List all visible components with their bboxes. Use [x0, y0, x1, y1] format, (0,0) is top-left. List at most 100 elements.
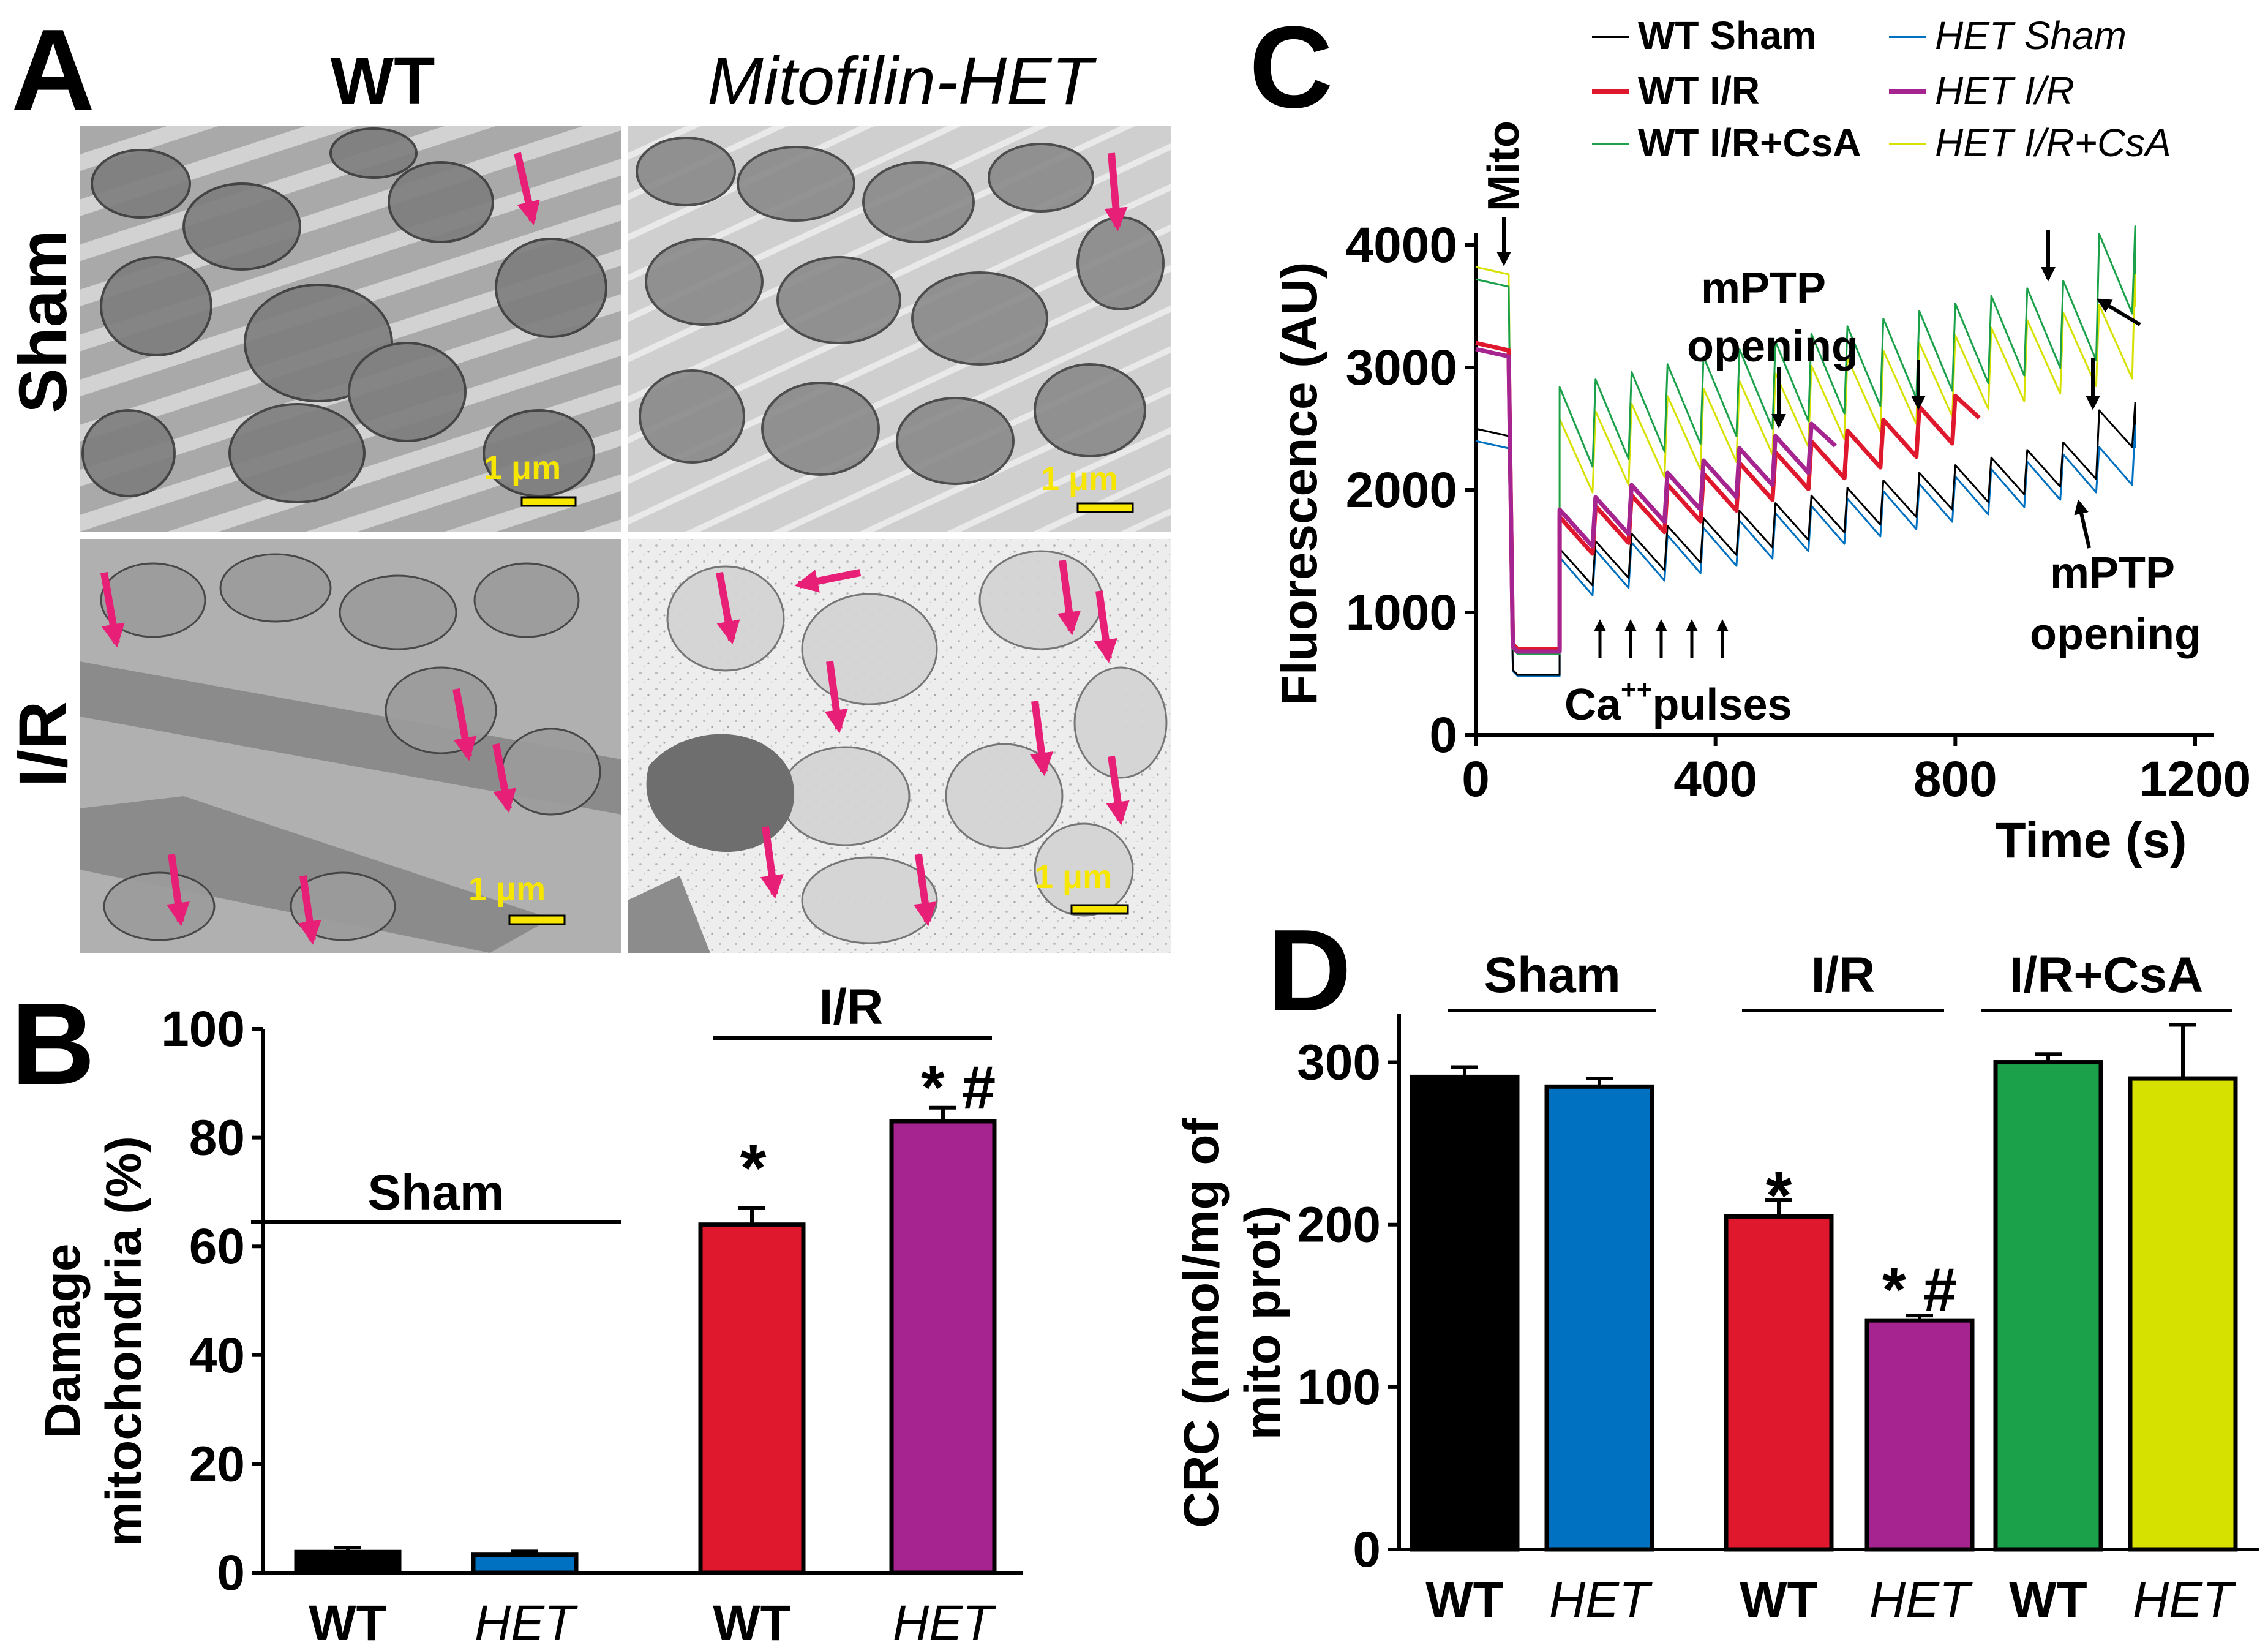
em-arrow: [1057, 560, 1081, 636]
x-tick-label-1: HET: [1549, 1572, 1653, 1628]
y-tick-label: 40: [189, 1328, 245, 1383]
mptp-bottom-line1: mPTP: [2050, 549, 2175, 598]
em-arrow: [298, 875, 321, 945]
panel-d-axes: 0 100 200 300: [1297, 1014, 2259, 1578]
sham-group-label: Sham: [367, 1165, 504, 1221]
sig-marker-het: * #: [1882, 1255, 1957, 1324]
em-arrow: [1094, 590, 1117, 663]
jump-arrow-het-csa: [2096, 298, 2141, 326]
panel-d-bars: [1410, 1023, 2238, 1552]
panel-c-xlabel: Time (s): [1996, 813, 2187, 868]
legend-label-0: WT Sham: [1638, 13, 1817, 58]
em-image-wt-sham: 1 μm: [80, 126, 621, 532]
panel-a-label: A: [11, 6, 95, 135]
bar-0: [1410, 1074, 1520, 1552]
sig-marker-het: * #: [921, 1053, 996, 1122]
sham-group-label: Sham: [1484, 947, 1620, 1003]
scale-label: 1 μm: [1035, 859, 1112, 895]
mptp-bottom-line2: opening: [2030, 610, 2201, 659]
panel-b-ylabel-line2: mitochondria (%): [96, 1136, 152, 1546]
y-tick-label: 4000: [1346, 217, 1457, 273]
panel-c-legend: WT Sham WT I/R WT I/R+CsA HET Sham HET I/R HE…: [1592, 13, 2171, 165]
scale-bar: [508, 914, 566, 925]
panel-b-bars: [294, 1105, 997, 1575]
scale-label: 1 μm: [1041, 461, 1118, 497]
panel-c-label: C: [1249, 2, 1333, 132]
x-tick-label: 800: [1913, 751, 1997, 807]
bar-1: [471, 1552, 579, 1575]
scale-label: 1 μm: [468, 871, 546, 908]
scale-bar: [520, 496, 577, 507]
em-image-het-sham: 1 μm: [628, 126, 1171, 532]
x-tick-label-3: HET: [1869, 1572, 1973, 1628]
ca-pulses-label: Ca++pulses: [1564, 675, 1792, 729]
em-image-het-ir: 1 μm: [628, 539, 1171, 953]
bar-0: [294, 1549, 402, 1575]
em-arrow: [1029, 701, 1054, 777]
y-tick-label: 1000: [1346, 585, 1457, 641]
y-tick-label: 2000: [1346, 462, 1457, 518]
em-arrow: [100, 571, 125, 648]
trace-het-i-r-csa: [1475, 262, 2136, 652]
x-tick-label-2: WT: [1740, 1572, 1817, 1628]
bar-4: [1993, 1060, 2103, 1552]
em-arrow: [824, 661, 848, 734]
em-arrow: [1106, 756, 1130, 826]
sig-marker-wt: *: [740, 1131, 767, 1206]
ir-group-label: I/R: [819, 979, 884, 1035]
trace-wt-sham: [1475, 402, 2136, 676]
x-tick-label: 0: [1462, 751, 1490, 807]
trace-wt-i-r: [1475, 341, 1981, 652]
y-tick-label: 80: [189, 1110, 245, 1166]
panel-b-label: B: [11, 979, 95, 1109]
em-arrow: [794, 569, 862, 593]
col-header-het: Mitofilin-HET: [707, 43, 1097, 119]
x-tick-label-4: WT: [2009, 1572, 2087, 1628]
ir-group-label: I/R: [1811, 947, 1876, 1003]
row-header-ir: I/R: [6, 701, 81, 788]
panel-d-label: D: [1267, 906, 1351, 1036]
em-arrow: [452, 688, 477, 761]
x-tick-label-0: WT: [309, 1595, 386, 1648]
csa-group-label: I/R+CsA: [2010, 947, 2204, 1003]
y-tick-label: 200: [1297, 1197, 1381, 1253]
mito-label: Mito: [1479, 121, 1528, 211]
panel-d-ylabel-line2: mito prot): [1235, 1206, 1291, 1440]
em-arrow: [514, 152, 540, 225]
panel-b-ylabel-line1: Damage: [35, 1243, 91, 1439]
row-header-sham: Sham: [6, 230, 81, 413]
panel-a: A WT Mitofilin-HET Sham I/R 1 μm: [6, 6, 1171, 953]
panel-c-axes: 0 1000 2000 3000 4000 0 400 800 1200: [1346, 217, 2251, 807]
sig-marker-wt: *: [1766, 1158, 1792, 1233]
mptp-bottom-arrow: [2074, 499, 2091, 549]
bar-2: [1724, 1214, 1834, 1552]
y-tick-label: 0: [1429, 707, 1457, 763]
bar-2: [698, 1222, 806, 1575]
col-header-wt: WT: [330, 43, 435, 119]
em-arrow: [492, 743, 517, 813]
trace-het-i-r: [1475, 347, 1837, 654]
panel-c-ylabel: Fluorescence (AU): [1272, 262, 1327, 706]
bar-3: [1864, 1318, 1975, 1552]
legend-label-4: HET I/R: [1935, 69, 2075, 113]
scale-bar: [1076, 502, 1134, 513]
y-tick-label: 100: [1297, 1360, 1381, 1415]
y-tick-label: 20: [189, 1436, 245, 1492]
panel-c-traces: [1475, 225, 2136, 677]
x-tick-label-3: HET: [893, 1595, 996, 1648]
ca-pulse-arrows: [1594, 619, 1729, 658]
em-arrow: [913, 854, 937, 927]
bar-3: [889, 1119, 997, 1575]
y-tick-label: 60: [189, 1219, 245, 1274]
x-tick-label-0: WT: [1425, 1572, 1503, 1628]
legend-label-2: WT I/R+CsA: [1638, 121, 1861, 165]
panel-b-axes: 0 20 40 60 80 100: [161, 1001, 1023, 1601]
y-tick-label: 100: [161, 1001, 245, 1057]
y-tick-label: 3000: [1346, 340, 1457, 396]
y-tick-label: 300: [1297, 1035, 1381, 1091]
em-image-wt-ir: 1 μm: [80, 539, 621, 953]
em-arrow: [166, 854, 190, 927]
mptp-top-line2: opening: [1687, 322, 1858, 371]
bar-1: [1544, 1084, 1654, 1552]
